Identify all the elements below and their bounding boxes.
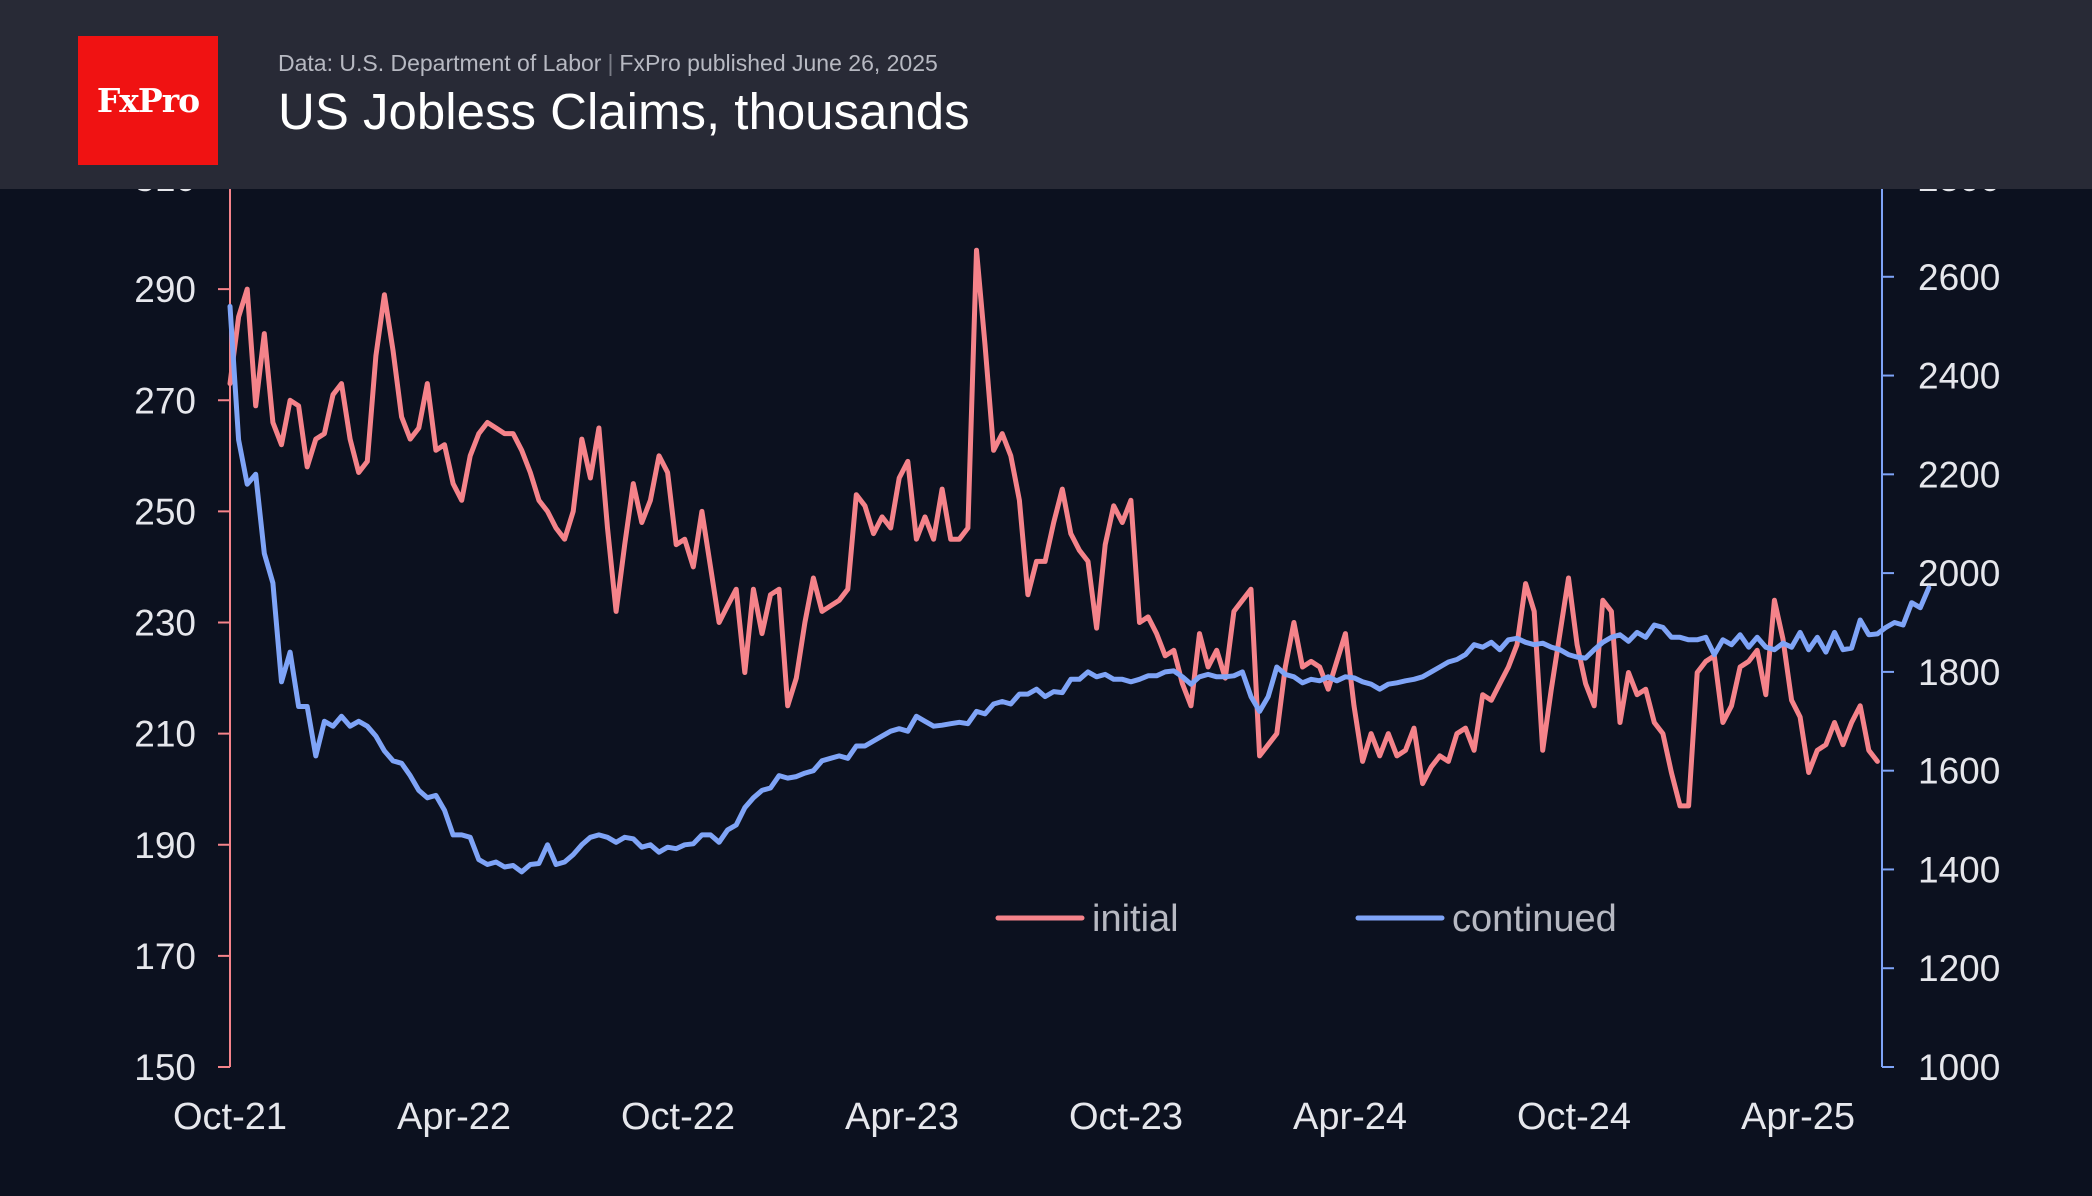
right-tick-label: 2400: [1918, 356, 2000, 397]
series-line-initial: [227, 247, 1880, 809]
published-date: FxPro published June 26, 2025: [619, 50, 938, 76]
x-tick-label: Apr-22: [397, 1096, 511, 1138]
source-separator: |: [607, 50, 614, 76]
left-tick-label: 150: [134, 1047, 196, 1088]
x-tick-label: Oct-21: [173, 1096, 287, 1138]
right-tick-label: 1400: [1918, 849, 2000, 890]
right-tick-label: 1200: [1918, 948, 2000, 989]
right-tick-label: 2600: [1918, 257, 2000, 298]
x-tick-label: Oct-22: [621, 1096, 735, 1138]
data-source: Data: U.S. Department of Labor: [278, 50, 602, 76]
right-tick-label: 1000: [1918, 1047, 2000, 1088]
right-tick-label: 1600: [1918, 751, 2000, 792]
legend-label-initial: initial: [1092, 898, 1179, 940]
fxpro-logo[interactable]: FxPro: [78, 36, 218, 165]
x-tick-label: Oct-24: [1517, 1096, 1631, 1138]
left-tick-label: 290: [134, 269, 196, 310]
left-tick-label: 190: [134, 825, 196, 866]
left-tick-label: 250: [134, 491, 196, 532]
x-tick-label: Oct-23: [1069, 1096, 1183, 1138]
x-tick-label: Apr-24: [1293, 1096, 1407, 1138]
left-tick-label: 170: [134, 936, 196, 977]
left-tick-label: 230: [134, 603, 196, 644]
source-line: Data: U.S. Department of Labor | FxPro pub…: [278, 50, 938, 77]
header-bar: FxPro Data: U.S. Department of Labor | FxP…: [0, 0, 2092, 189]
logo-text: FxPro: [96, 81, 200, 120]
chart-title: US Jobless Claims, thousands: [278, 83, 970, 140]
right-tick-label: 2000: [1918, 553, 2000, 594]
x-tick-label: Apr-23: [845, 1096, 959, 1138]
series-line-continued: [227, 303, 1932, 875]
left-tick-label: 270: [134, 380, 196, 421]
right-tick-label: 2200: [1918, 454, 2000, 495]
left-tick-label: 210: [134, 714, 196, 755]
x-tick-label: Apr-25: [1741, 1096, 1855, 1138]
right-tick-label: 1800: [1918, 652, 2000, 693]
legend-label-continued: continued: [1452, 898, 1617, 940]
